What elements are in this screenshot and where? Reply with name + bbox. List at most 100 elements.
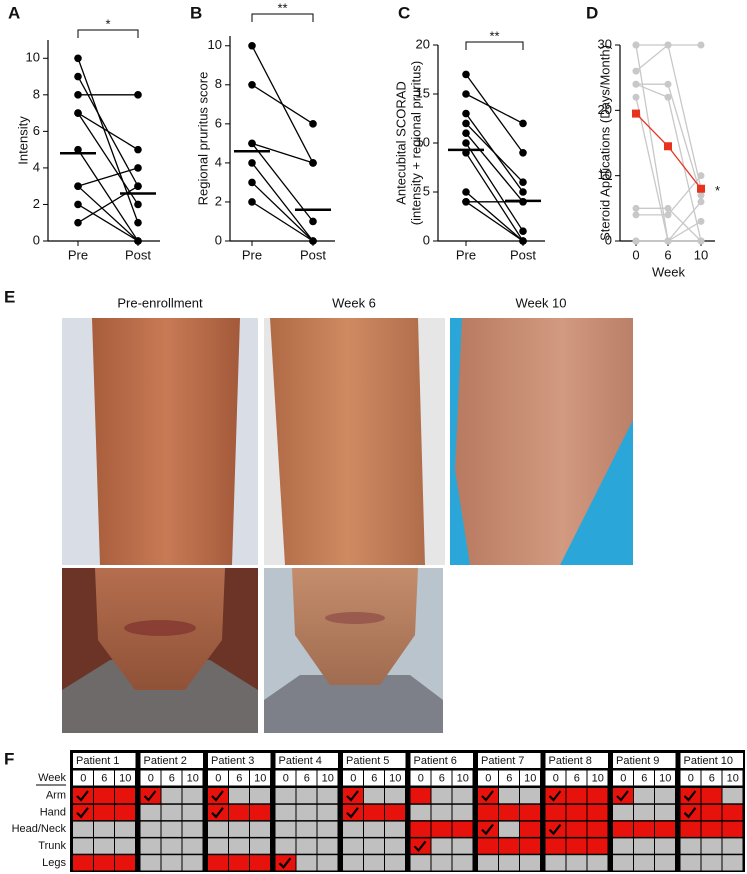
status-cell <box>94 804 114 821</box>
point <box>74 218 82 227</box>
series-line <box>635 113 702 190</box>
status-cell <box>701 838 722 854</box>
status-cell <box>431 788 452 804</box>
patient-header <box>613 753 676 768</box>
photo-title: Week 10 <box>515 295 566 310</box>
point <box>248 159 256 167</box>
point <box>134 218 142 227</box>
status-cell <box>364 804 384 821</box>
week-label: 0 <box>215 772 221 784</box>
y-tick-label: 0 <box>33 232 40 247</box>
week-label: 0 <box>553 772 559 784</box>
status-cell <box>655 821 675 837</box>
status-cell <box>161 821 182 837</box>
week-label: 6 <box>169 772 175 784</box>
status-cell <box>499 855 519 871</box>
x-tick-label: Post <box>300 247 326 262</box>
point <box>248 41 256 50</box>
point <box>462 129 470 137</box>
week-cell <box>566 770 587 786</box>
point <box>462 119 470 128</box>
pair-line <box>251 142 314 164</box>
status-cell <box>410 788 431 804</box>
status-cell <box>680 821 701 837</box>
point <box>664 142 672 151</box>
series-line <box>635 97 701 242</box>
patient-name: Patient 1 <box>76 755 119 767</box>
check-mark <box>548 823 562 836</box>
point <box>632 67 640 75</box>
status-cell <box>364 821 384 837</box>
status-cell <box>296 855 317 871</box>
point <box>74 72 82 81</box>
row-label: Trunk <box>38 840 66 852</box>
week-label: 6 <box>574 772 580 784</box>
status-cell <box>250 788 270 804</box>
photo-title: Pre-enrollment <box>117 295 203 310</box>
status-cell <box>343 855 363 871</box>
status-cell <box>613 821 633 837</box>
status-cell <box>431 804 452 821</box>
week-label: 10 <box>187 772 199 784</box>
pair-line <box>465 201 524 242</box>
y-tick-label: 20 <box>598 102 612 117</box>
patient-header <box>410 753 473 768</box>
pair-line <box>77 58 139 223</box>
significance-bracket <box>465 41 524 50</box>
row-label: Legs <box>42 857 66 869</box>
status-cell <box>452 838 473 854</box>
status-cell <box>499 821 519 837</box>
week-label: 6 <box>709 772 715 784</box>
week-label: 6 <box>101 772 107 784</box>
y-tick-label: 4 <box>33 159 40 174</box>
panel-letter: D <box>586 3 598 22</box>
point <box>519 149 527 157</box>
point <box>664 93 672 101</box>
patient-name: Patient 10 <box>684 755 734 767</box>
y-tick-label: 0 <box>605 232 612 247</box>
shirt <box>62 660 258 733</box>
status-cell <box>410 804 431 821</box>
status-cell <box>722 838 743 854</box>
y-tick-label: 8 <box>215 76 222 91</box>
point <box>519 119 527 128</box>
patient-header <box>275 753 338 768</box>
check-mark <box>143 790 157 802</box>
pair-line <box>77 149 139 242</box>
status-cell <box>587 838 608 854</box>
status-cell <box>545 855 566 871</box>
week-cell <box>613 770 633 786</box>
x-tick-label: Pre <box>456 247 476 262</box>
y-tick-label: 4 <box>215 154 222 169</box>
x-tick-label: Pre <box>68 247 88 262</box>
week-cell <box>115 770 135 786</box>
status-cell <box>452 788 473 804</box>
week-cell <box>73 770 93 786</box>
y-tick-label: 8 <box>33 86 40 101</box>
week-cell <box>182 770 203 786</box>
point <box>462 188 470 196</box>
status-cell <box>229 838 249 854</box>
status-cell <box>478 838 498 854</box>
status-cell <box>208 838 228 854</box>
point <box>664 211 672 219</box>
status-cell <box>296 838 317 854</box>
status-cell <box>385 838 405 854</box>
point <box>697 191 705 199</box>
status-cell <box>229 788 249 804</box>
status-cell <box>499 838 519 854</box>
y-tick-label: 30 <box>598 36 612 51</box>
status-cell <box>545 804 566 821</box>
status-cell <box>140 855 161 871</box>
status-cell <box>317 838 338 854</box>
y-tick-label: 0 <box>215 232 222 247</box>
patient-header <box>545 753 608 768</box>
check-mark <box>548 790 562 802</box>
week-cell <box>343 770 363 786</box>
week-label: 10 <box>524 772 536 784</box>
week-label: 10 <box>659 772 671 784</box>
check-mark <box>683 790 697 802</box>
week-cell <box>701 770 722 786</box>
week-cell <box>655 770 675 786</box>
status-cell <box>140 821 161 837</box>
